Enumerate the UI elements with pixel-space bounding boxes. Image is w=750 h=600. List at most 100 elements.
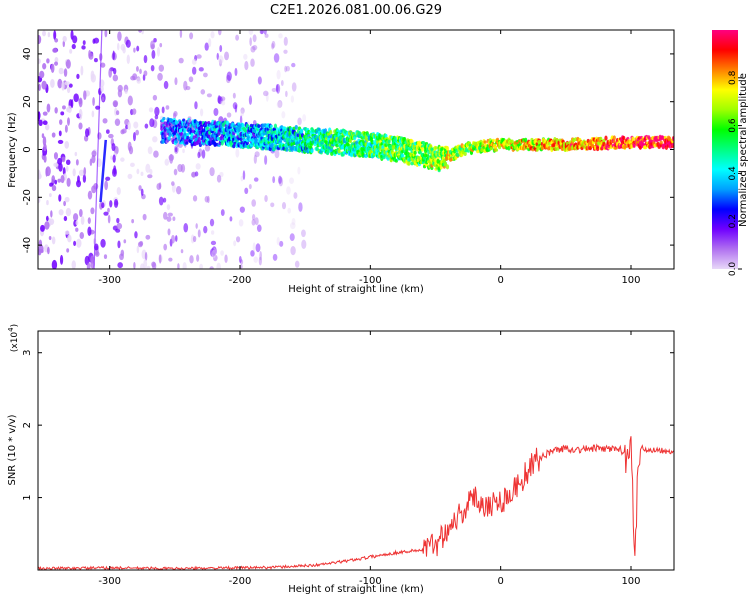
heatmap-noise-cell [79,232,85,239]
heatmap-noise-cell [87,217,91,225]
heatmap-signal-cell [294,125,298,130]
heatmap-noise-cell [204,42,209,51]
heatmap-noise-cell [60,111,65,116]
snr-x-tick-label: -200 [229,576,252,587]
heatmap-noise-cell [72,168,76,177]
heatmap-noise-cell [248,183,252,190]
heatmap-noise-cell [143,70,148,77]
heatmap-noise-cell [285,90,288,98]
heatmap-signal-cell [602,138,606,143]
heatmap-noise-cell [65,59,71,69]
heatmap-noise-cell [264,33,269,38]
heatmap-noise-cell [232,102,238,110]
heatmap-noise-cell [53,152,58,160]
heatmap-noise-cell [44,221,50,230]
heatmap-noise-cell [42,30,46,37]
heatmap-noise-cell [89,158,93,166]
heatmap-signal-cell [463,151,467,156]
heatmap-noise-cell [73,93,79,103]
heatmap-signal-cell [445,164,450,170]
heatmap-noise-cell [76,73,80,80]
heatmap-noise-cell [221,100,226,106]
heatmap-noise-cell [146,265,151,269]
heatmap-noise-cell [113,198,119,208]
heatmap-noise-cell [218,55,224,64]
heatmap-noise-layer [38,30,307,269]
heatmap-noise-cell [253,256,259,263]
heatmap-noise-cell [152,94,158,101]
heatmap-noise-cell [125,39,131,48]
heatmap-noise-cell [216,174,222,183]
heatmap-noise-cell [208,38,212,48]
snr-x-label: Height of straight line (km) [288,584,424,595]
heatmap-noise-cell [71,260,76,269]
heatmap-noise-cell [117,84,123,93]
heatmap-noise-cell [166,216,172,222]
heatmap-noise-cell [165,105,170,110]
heatmap-noise-cell [83,167,87,176]
heatmap-signal-cell [524,137,528,143]
heatmap-noise-cell [164,158,170,166]
snr-y-label: SNR (10 * v/v) [7,414,18,485]
spectrogram-x-label: Height of straight line (km) [288,284,424,295]
heatmap-signal-cell [494,148,499,152]
heatmap-noise-cell [64,230,70,235]
heatmap-signal-cell [168,132,172,138]
heatmap-noise-cell [105,176,111,181]
heatmap-noise-cell [51,259,58,269]
heatmap-noise-cell [192,195,198,202]
heatmap-signal-cell [631,136,635,141]
heatmap-noise-cell [54,107,58,114]
heatmap-noise-cell [210,240,217,246]
heatmap-noise-cell [116,217,120,224]
heatmap-noise-cell [51,236,56,245]
heatmap-noise-cell [51,132,56,138]
heatmap-noise-cell [80,65,84,76]
heatmap-noise-cell [148,107,154,113]
heatmap-noise-cell [59,254,64,265]
heatmap-noise-cell [53,30,57,41]
heatmap-noise-cell [151,49,156,59]
snr-frame [37,330,675,571]
heatmap-noise-cell [259,30,264,35]
heatmap-noise-cell [109,200,113,208]
heatmap-noise-cell [100,62,106,68]
heatmap-noise-cell [133,261,136,269]
heatmap-noise-cell [233,240,237,247]
heatmap-noise-cell [167,228,171,236]
heatmap-noise-cell [182,261,187,269]
heatmap-signal-cell [197,137,201,142]
heatmap-noise-cell [199,263,203,269]
heatmap-noise-cell [200,89,206,95]
heatmap-noise-cell [183,223,189,233]
heatmap-noise-cell [272,176,276,184]
heatmap-noise-cell [136,45,140,52]
heatmap-signal-cell [443,161,448,167]
heatmap-noise-cell [144,123,149,129]
heatmap-signal-cell [180,132,184,137]
heatmap-noise-cell [141,30,144,35]
heatmap-signal-cell [253,128,257,133]
heatmap-noise-cell [147,174,153,179]
spectrogram-x-tick-label: -100 [359,275,382,286]
heatmap-noise-cell [201,149,206,159]
snr-multiplier-open: (x10 [10,332,20,353]
heatmap-noise-cell [88,49,92,59]
heatmap-noise-cell [287,207,291,214]
heatmap-noise-cell [194,171,199,177]
heatmap-noise-cell [171,234,176,244]
svg-text:(x104): (x104) [7,324,20,352]
heatmap-noise-cell [206,93,212,98]
heatmap-noise-cell [120,157,125,162]
heatmap-noise-cell [197,229,201,238]
heatmap-noise-cell [161,106,165,114]
heatmap-noise-cell [133,121,139,129]
heatmap-noise-cell [272,253,278,261]
heatmap-noise-cell [93,58,98,63]
heatmap-signal-cell [255,138,259,143]
heatmap-noise-cell [248,30,254,35]
heatmap-noise-cell [100,238,106,248]
heatmap-noise-cell [157,72,163,81]
heatmap-noise-cell [252,34,257,43]
heatmap-signal-cell [167,136,171,140]
